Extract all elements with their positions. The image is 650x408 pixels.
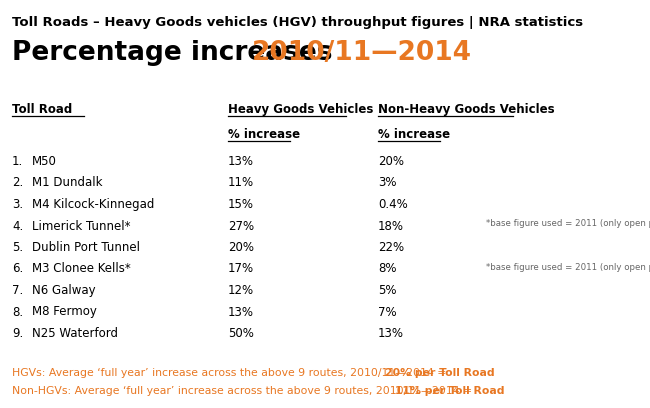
Text: 22%: 22% xyxy=(378,241,404,254)
Text: *base figure used = 2011 (only open part of 2010): *base figure used = 2011 (only open part… xyxy=(486,220,650,228)
Text: M1 Dundalk: M1 Dundalk xyxy=(32,177,103,189)
Text: 20% per Toll Road: 20% per Toll Road xyxy=(385,368,495,378)
Text: 2.: 2. xyxy=(12,177,23,189)
Text: M4 Kilcock-Kinnegad: M4 Kilcock-Kinnegad xyxy=(32,198,155,211)
Text: 3%: 3% xyxy=(378,177,396,189)
Text: 8%: 8% xyxy=(378,262,396,275)
Text: 20%: 20% xyxy=(378,155,404,168)
Text: 15%: 15% xyxy=(228,198,254,211)
Text: 9.: 9. xyxy=(12,327,23,340)
Text: Percentage increases: Percentage increases xyxy=(12,40,342,66)
Text: Non-Heavy Goods Vehicles: Non-Heavy Goods Vehicles xyxy=(378,103,554,116)
Text: 27%: 27% xyxy=(228,220,254,233)
Text: 2010/11—2014: 2010/11—2014 xyxy=(252,40,472,66)
Text: 5%: 5% xyxy=(378,284,396,297)
Text: *base figure used = 2011 (only open part of 2010): *base figure used = 2011 (only open part… xyxy=(486,262,650,271)
Text: 11%: 11% xyxy=(228,177,254,189)
Text: % increase: % increase xyxy=(378,128,450,141)
Text: 7.: 7. xyxy=(12,284,23,297)
Text: 7%: 7% xyxy=(378,306,396,319)
Text: 6.: 6. xyxy=(12,262,23,275)
Text: 11% per Toll Road: 11% per Toll Road xyxy=(395,386,504,396)
Text: N25 Waterford: N25 Waterford xyxy=(32,327,118,340)
Text: Toll Roads – Heavy Goods vehicles (HGV) throughput figures | NRA statistics: Toll Roads – Heavy Goods vehicles (HGV) … xyxy=(12,16,583,29)
Text: 13%: 13% xyxy=(228,155,254,168)
Text: HGVs: Average ‘full year’ increase across the above 9 routes, 2010/11—2014 =: HGVs: Average ‘full year’ increase acros… xyxy=(12,368,450,378)
Text: Non-HGVs: Average ‘full year’ increase across the above 9 routes, 2010/11—2014 =: Non-HGVs: Average ‘full year’ increase a… xyxy=(12,386,476,396)
Text: Heavy Goods Vehicles: Heavy Goods Vehicles xyxy=(228,103,373,116)
Text: 20%: 20% xyxy=(228,241,254,254)
Text: 1.: 1. xyxy=(12,155,23,168)
Text: 13%: 13% xyxy=(228,306,254,319)
Text: 0.4%: 0.4% xyxy=(378,198,408,211)
Text: 5.: 5. xyxy=(12,241,23,254)
Text: N6 Galway: N6 Galway xyxy=(32,284,96,297)
Text: Dublin Port Tunnel: Dublin Port Tunnel xyxy=(32,241,140,254)
Text: 17%: 17% xyxy=(228,262,254,275)
Text: 4.: 4. xyxy=(12,220,23,233)
Text: 13%: 13% xyxy=(378,327,404,340)
Text: Toll Road: Toll Road xyxy=(12,103,72,116)
Text: 8.: 8. xyxy=(12,306,23,319)
Text: M50: M50 xyxy=(32,155,57,168)
Text: % increase: % increase xyxy=(228,128,300,141)
Text: M8 Fermoy: M8 Fermoy xyxy=(32,306,97,319)
Text: 3.: 3. xyxy=(12,198,23,211)
Text: M3 Clonee Kells*: M3 Clonee Kells* xyxy=(32,262,131,275)
Text: 18%: 18% xyxy=(378,220,404,233)
Text: Limerick Tunnel*: Limerick Tunnel* xyxy=(32,220,131,233)
Text: 50%: 50% xyxy=(228,327,254,340)
Text: 12%: 12% xyxy=(228,284,254,297)
